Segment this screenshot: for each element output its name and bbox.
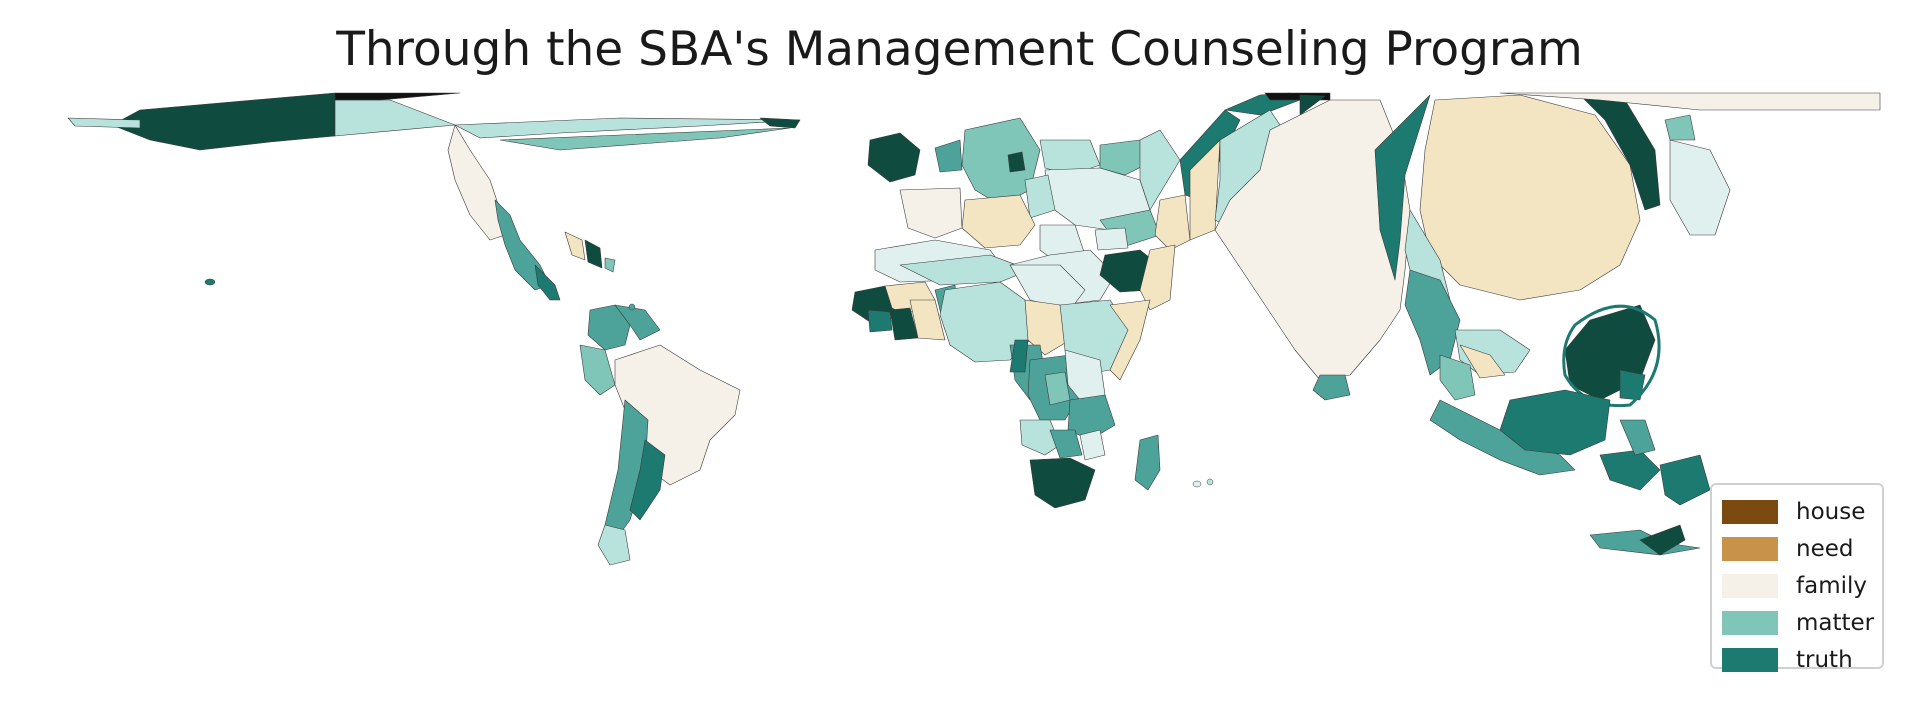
region-sudan bbox=[1009, 264, 1086, 311]
region-argentina bbox=[629, 439, 666, 521]
region-uk-ireland bbox=[867, 132, 921, 183]
region-iceland bbox=[934, 139, 963, 173]
region-korea-japan-wedge bbox=[1579, 94, 1661, 211]
region-borneo bbox=[1499, 389, 1611, 456]
legend-swatch-matter bbox=[1722, 610, 1778, 635]
region-alaska-west-tail bbox=[67, 117, 141, 129]
region-japan-tip bbox=[1664, 114, 1696, 141]
region-norway-spot bbox=[1007, 151, 1026, 173]
region-canada-strip2 bbox=[499, 127, 791, 151]
region-madagascar bbox=[1134, 434, 1161, 491]
region-greenland-dark bbox=[759, 117, 801, 129]
legend: house need family matter truth bbox=[1710, 483, 1884, 673]
region-eastern-band-1 bbox=[1154, 194, 1191, 251]
legend-item-family: family bbox=[1722, 567, 1872, 604]
legend-label-need: need bbox=[1796, 535, 1854, 562]
region-iran-small bbox=[1094, 227, 1129, 251]
region-java bbox=[1599, 449, 1661, 491]
legend-label-truth: truth bbox=[1796, 646, 1853, 673]
region-sulawesi bbox=[1619, 419, 1656, 456]
region-russia-east bbox=[1499, 92, 1881, 111]
region-himalaya-wedge bbox=[1374, 94, 1431, 281]
region-zambia bbox=[1049, 429, 1083, 459]
region-caribbean bbox=[584, 239, 603, 269]
legend-label-house: house bbox=[1796, 498, 1866, 525]
region-papua bbox=[1659, 454, 1711, 506]
region-arctic-teal bbox=[1299, 94, 1326, 116]
region-east-europe bbox=[1139, 129, 1181, 211]
region-canada-streaks bbox=[454, 117, 801, 139]
region-south-africa bbox=[1029, 457, 1096, 509]
region-horn-east bbox=[1139, 244, 1176, 311]
legend-item-need: need bbox=[1722, 530, 1872, 567]
legend-item-truth: truth bbox=[1722, 641, 1872, 678]
region-peninsula bbox=[1439, 354, 1476, 401]
region-iberia bbox=[899, 187, 963, 239]
region-west-africa-5 bbox=[867, 309, 893, 333]
map-title: Through the SBA's Management Counseling … bbox=[336, 22, 1583, 77]
legend-item-house: house bbox=[1722, 493, 1872, 530]
legend-label-matter: matter bbox=[1796, 609, 1875, 636]
region-congo-west bbox=[1009, 339, 1029, 373]
region-philippines-outline bbox=[1562, 304, 1661, 408]
region-venezuela bbox=[614, 304, 661, 341]
region-central-america bbox=[534, 264, 561, 301]
region-caribbean-small bbox=[604, 257, 616, 273]
legend-swatch-truth bbox=[1722, 647, 1778, 672]
legend-item-matter: matter bbox=[1722, 604, 1875, 641]
island-atlantic-2 bbox=[1206, 478, 1214, 486]
region-peru bbox=[579, 344, 616, 396]
region-canada-north bbox=[334, 99, 456, 137]
region-vietnam bbox=[1459, 344, 1506, 379]
region-east-band bbox=[1109, 299, 1151, 381]
region-mozambique bbox=[1079, 429, 1106, 461]
region-niger-nigeria bbox=[939, 281, 1031, 363]
region-canada-arctic-black bbox=[334, 92, 461, 101]
region-germany bbox=[1024, 174, 1056, 219]
region-france bbox=[961, 194, 1036, 249]
region-sri-lanka bbox=[1312, 374, 1351, 401]
region-patagonia bbox=[597, 524, 631, 566]
island-atlantic-1 bbox=[1192, 480, 1202, 488]
region-china bbox=[1419, 94, 1641, 301]
legend-swatch-need bbox=[1722, 536, 1778, 561]
region-usa bbox=[447, 124, 506, 241]
region-chad bbox=[1024, 299, 1071, 356]
legend-swatch-family bbox=[1722, 573, 1778, 598]
region-philippines-island bbox=[1619, 369, 1646, 401]
region-angola bbox=[1019, 419, 1061, 456]
region-east-lakes bbox=[1067, 394, 1116, 441]
region-sahara-band bbox=[899, 254, 1031, 286]
region-alaska bbox=[111, 92, 336, 151]
region-west-africa-4 bbox=[909, 299, 946, 341]
region-east-timor-fan bbox=[1639, 524, 1686, 556]
region-japan bbox=[1669, 139, 1731, 236]
legend-swatch-house bbox=[1722, 499, 1778, 524]
island-hawaii bbox=[204, 278, 216, 286]
island-caribbean-dot bbox=[628, 303, 636, 311]
region-cuba bbox=[564, 231, 586, 261]
legend-label-family: family bbox=[1796, 572, 1867, 599]
